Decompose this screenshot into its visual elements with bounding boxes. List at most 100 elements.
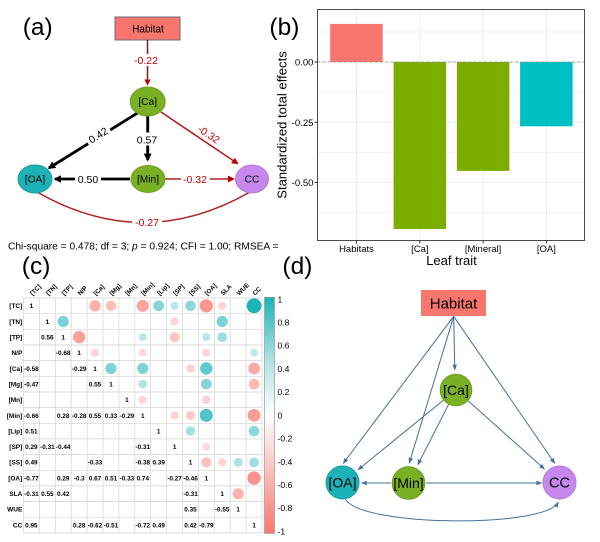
svg-text:-0.31: -0.31	[183, 491, 198, 498]
svg-text:(d): (d)	[282, 253, 312, 280]
svg-text:CC: CC	[245, 175, 260, 186]
svg-text:-0.8: -0.8	[278, 503, 293, 513]
svg-text:WUE: WUE	[236, 282, 251, 297]
svg-text:0.6: 0.6	[278, 341, 290, 351]
svg-text:1: 1	[30, 303, 34, 310]
svg-text:N/P: N/P	[77, 285, 89, 297]
svg-text:1: 1	[125, 397, 129, 404]
svg-text:[Mg]: [Mg]	[9, 381, 23, 388]
svg-text:1: 1	[61, 334, 65, 341]
svg-text:SLA: SLA	[220, 283, 234, 297]
svg-text:N/P: N/P	[11, 350, 23, 357]
svg-text:0.56: 0.56	[41, 334, 54, 341]
svg-text:[SS]: [SS]	[9, 460, 22, 467]
svg-text:0.00: 0.00	[295, 58, 314, 69]
svg-text:Habitat: Habitat	[132, 24, 164, 36]
svg-text:[Ca]: [Ca]	[138, 97, 157, 108]
svg-text:Standardized total effects: Standardized total effects	[275, 51, 290, 199]
svg-text:1: 1	[109, 381, 113, 388]
svg-text:[OA]: [OA]	[204, 283, 219, 298]
svg-text:-0.29: -0.29	[72, 366, 87, 373]
svg-text:1: 1	[173, 444, 177, 451]
svg-text:-0.4: -0.4	[278, 457, 293, 467]
svg-text:[SS]: [SS]	[188, 283, 202, 297]
svg-text:[Min]: [Min]	[137, 175, 159, 186]
svg-text:0.35: 0.35	[184, 507, 197, 514]
svg-text:[TC]: [TC]	[9, 303, 22, 310]
svg-text:-0.62: -0.62	[88, 522, 103, 529]
svg-text:Habitat: Habitat	[430, 296, 478, 313]
svg-text:0.55: 0.55	[41, 491, 54, 498]
svg-text:-0.6: -0.6	[278, 480, 293, 490]
svg-text:[Ca]: [Ca]	[92, 284, 106, 298]
svg-text:1: 1	[77, 350, 81, 357]
svg-text:0.51: 0.51	[25, 428, 38, 435]
svg-text:[OA]: [OA]	[8, 475, 22, 482]
svg-text:-0.79: -0.79	[199, 522, 214, 529]
svg-text:WUE: WUE	[7, 507, 23, 514]
svg-text:-0.27: -0.27	[135, 217, 159, 229]
svg-text:0.55: 0.55	[89, 413, 102, 420]
svg-text:-0.22: -0.22	[134, 55, 158, 67]
svg-text:[Mg]: [Mg]	[108, 283, 122, 297]
svg-text:1: 1	[93, 366, 97, 373]
svg-text:[Lip]: [Lip]	[8, 428, 22, 435]
svg-text:0.8: 0.8	[278, 318, 290, 328]
svg-text:-0.31: -0.31	[40, 444, 55, 451]
svg-text:[OA]: [OA]	[328, 474, 356, 490]
svg-text:-0.58: -0.58	[24, 366, 39, 373]
svg-text:-0.33: -0.33	[120, 475, 135, 482]
svg-text:[Lip]: [Lip]	[156, 283, 171, 298]
svg-text:0.4: 0.4	[278, 364, 290, 374]
svg-text:-0.2: -0.2	[278, 434, 293, 444]
svg-text:1: 1	[205, 475, 209, 482]
svg-text:[Mn]: [Mn]	[124, 283, 138, 297]
svg-text:-0.27: -0.27	[167, 475, 182, 482]
svg-text:[SP]: [SP]	[9, 444, 22, 451]
svg-text:0.42: 0.42	[184, 522, 197, 529]
svg-text:-0.32: -0.32	[183, 174, 207, 186]
svg-text:(a): (a)	[23, 14, 53, 41]
svg-text:1: 1	[252, 522, 256, 529]
svg-text:-0.28: -0.28	[72, 413, 87, 420]
svg-text:Chi-square = 0.478; df = 3; p: Chi-square = 0.478; df = 3; p = 0.924; C…	[8, 242, 278, 253]
svg-text:-0.46: -0.46	[183, 475, 198, 482]
svg-text:-0.72: -0.72	[136, 522, 151, 529]
svg-text:0.42: 0.42	[57, 491, 70, 498]
svg-text:0.39: 0.39	[152, 460, 165, 467]
svg-text:Habitats: Habitats	[339, 244, 374, 255]
svg-text:0.49: 0.49	[25, 460, 38, 467]
svg-text:-0.77: -0.77	[24, 475, 39, 482]
svg-text:0.50: 0.50	[78, 174, 99, 186]
svg-text:0.51: 0.51	[105, 475, 118, 482]
svg-text:0.2: 0.2	[278, 387, 290, 397]
svg-text:CC: CC	[252, 286, 264, 298]
svg-text:-0.55: -0.55	[215, 507, 230, 514]
svg-text:-0.44: -0.44	[56, 444, 71, 451]
svg-text:[Min]: [Min]	[7, 413, 23, 420]
svg-text:-0.68: -0.68	[56, 350, 71, 357]
svg-text:-0.33: -0.33	[88, 460, 103, 467]
svg-text:-0.51: -0.51	[104, 522, 119, 529]
svg-text:[TC]: [TC]	[29, 283, 43, 297]
svg-text:[Mn]: [Mn]	[9, 397, 23, 404]
svg-text:0.33: 0.33	[105, 413, 118, 420]
svg-text:1: 1	[46, 319, 50, 326]
svg-text:-1: -1	[278, 526, 286, 536]
svg-text:[TN]: [TN]	[45, 283, 59, 297]
svg-text:(c): (c)	[22, 253, 51, 280]
svg-text:0.55: 0.55	[89, 381, 102, 388]
svg-text:CC: CC	[13, 522, 23, 529]
svg-text:[TN]: [TN]	[9, 319, 22, 326]
svg-text:1: 1	[220, 491, 224, 498]
svg-text:[Min]: [Min]	[140, 282, 156, 298]
svg-text:0: 0	[278, 410, 283, 420]
svg-text:0.29: 0.29	[25, 444, 38, 451]
svg-text:1: 1	[236, 507, 240, 514]
svg-text:[Mineral]: [Mineral]	[465, 244, 501, 255]
svg-text:[OA]: [OA]	[537, 244, 556, 255]
svg-text:[Min]: [Min]	[393, 475, 423, 491]
svg-text:-0.31: -0.31	[24, 491, 39, 498]
svg-text:0.74: 0.74	[137, 475, 150, 482]
svg-text:[Ca]: [Ca]	[10, 366, 23, 373]
